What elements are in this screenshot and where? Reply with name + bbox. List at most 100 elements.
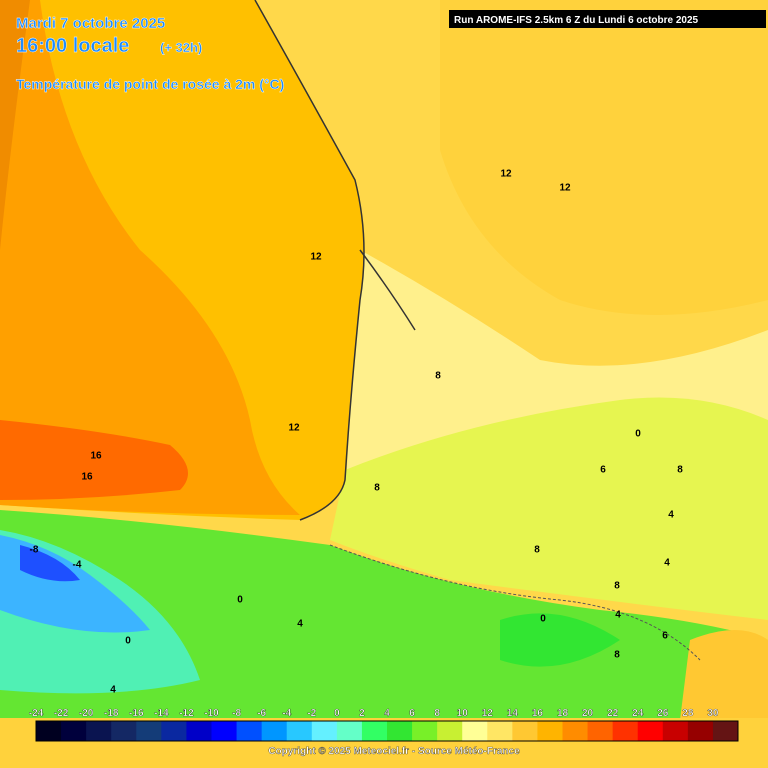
contour-label: 12 bbox=[559, 183, 571, 194]
colorbar-swatch bbox=[612, 721, 639, 741]
colorbar-tick: 2 bbox=[359, 708, 365, 719]
ocean-warm bbox=[0, 0, 300, 515]
colorbar-tick: -14 bbox=[154, 708, 169, 719]
colorbar-tick: -24 bbox=[29, 708, 44, 719]
land-colder bbox=[20, 545, 80, 582]
land-east bbox=[680, 630, 768, 720]
contour-label: 12 bbox=[310, 252, 322, 263]
colorbar-swatch bbox=[361, 721, 388, 741]
colorbar-swatch bbox=[537, 721, 563, 741]
contour-label: 6 bbox=[662, 631, 668, 642]
colorbar-swatch bbox=[211, 721, 238, 741]
colorbar-swatch bbox=[186, 721, 212, 741]
colorbar-swatch bbox=[412, 721, 438, 741]
colorbar-swatch bbox=[286, 721, 313, 741]
colorbar-swatch bbox=[86, 721, 112, 741]
contour-label: -8 bbox=[30, 545, 39, 556]
contour-label: 8 bbox=[677, 465, 683, 476]
copyright: Copyright © 2025 Meteociel.fr - Source M… bbox=[268, 746, 520, 757]
coastline bbox=[254, 0, 365, 521]
colorbar-tick: 8 bbox=[434, 708, 440, 719]
contour-label: 8 bbox=[435, 371, 441, 382]
colorbar-tick: -10 bbox=[204, 708, 219, 719]
colorbar-swatch bbox=[336, 721, 363, 741]
colorbar-swatch bbox=[311, 721, 338, 741]
colorbar-tick: 24 bbox=[632, 708, 644, 719]
colorbar-tick: 22 bbox=[607, 708, 619, 719]
colorbar-tick: -2 bbox=[307, 708, 316, 719]
estuary bbox=[359, 249, 416, 331]
colorbar-tick: -12 bbox=[179, 708, 194, 719]
colorbar-tick: 14 bbox=[507, 708, 519, 719]
colorbar-swatch bbox=[437, 721, 463, 741]
colorbar-swatch bbox=[261, 721, 288, 741]
contour-label: 4 bbox=[668, 510, 674, 521]
run-box bbox=[449, 10, 766, 28]
colorbar-swatch bbox=[236, 721, 263, 741]
colorbar-tick: 0 bbox=[334, 708, 340, 719]
colorbar-swatch bbox=[61, 721, 87, 741]
time: 16:00 locale bbox=[16, 35, 129, 57]
colorbar-tick: -22 bbox=[54, 708, 69, 719]
colorbar-tick: 10 bbox=[457, 708, 469, 719]
contour-label: 0 bbox=[125, 636, 131, 647]
colorbar-tick: 20 bbox=[582, 708, 594, 719]
colorbar-swatch bbox=[587, 721, 614, 741]
colorbar: -24 -22 -20 -18 -16 -14 -12 -10 -8 -6 -4 -2 0 2 4 6 8 10 1… bbox=[0, 708, 768, 768]
border bbox=[329, 544, 701, 661]
colorbar-tick: -8 bbox=[232, 708, 241, 719]
colorbar-swatch bbox=[712, 721, 739, 741]
colorbar-tick: 4 bbox=[384, 708, 390, 719]
contour-label: 0 bbox=[237, 595, 243, 606]
colorbar-tick: 6 bbox=[409, 708, 415, 719]
contour-label: 8 bbox=[614, 581, 620, 592]
contour-label: 12 bbox=[500, 169, 512, 180]
colorbar-frame bbox=[35, 720, 739, 742]
colorbar-swatch bbox=[637, 721, 664, 741]
colorbar-tick: -20 bbox=[79, 708, 94, 719]
colorbar-tick: -18 bbox=[104, 708, 119, 719]
land-patch bbox=[500, 613, 620, 667]
contour-label: 4 bbox=[615, 610, 621, 621]
contour-label: 16 bbox=[90, 451, 102, 462]
variable: Température de point de rosée à 2m (°C) bbox=[16, 76, 284, 92]
colorbar-swatch bbox=[462, 721, 488, 741]
colorbar-tick: 26 bbox=[657, 708, 669, 719]
colorbar-tick: -4 bbox=[282, 708, 291, 719]
contour-label: 4 bbox=[297, 619, 303, 630]
contour-label: 6 bbox=[600, 465, 606, 476]
colorbar-swatch bbox=[387, 721, 413, 741]
contour-label: -4 bbox=[73, 560, 82, 571]
colorbar-swatch bbox=[111, 721, 137, 741]
contour-label: 8 bbox=[374, 483, 380, 494]
colorbar-swatch bbox=[136, 721, 162, 741]
contour-label: 4 bbox=[110, 685, 116, 696]
colorbar-swatch bbox=[161, 721, 187, 741]
colorbar-tick: -16 bbox=[129, 708, 144, 719]
date: Mardi 7 octobre 2025 bbox=[16, 15, 165, 32]
contour-label: 0 bbox=[540, 614, 546, 625]
colorbar-swatch bbox=[687, 721, 714, 741]
lead: (+ 32h) bbox=[160, 40, 202, 55]
colorbar-tick: -6 bbox=[257, 708, 266, 719]
colorbar-swatch bbox=[562, 721, 589, 741]
ocean-warmer bbox=[0, 0, 30, 250]
contour-label: 8 bbox=[614, 650, 620, 661]
colorbar-tick: 28 bbox=[682, 708, 694, 719]
colorbar-swatch bbox=[662, 721, 689, 741]
colorbar-tick: 16 bbox=[532, 708, 544, 719]
colorbar-swatch bbox=[36, 721, 62, 741]
ocean-hot bbox=[0, 420, 188, 500]
contour-label: 8 bbox=[534, 545, 540, 556]
land-north bbox=[440, 0, 768, 315]
contour-labels: 12 12 12 8 12 16 16 8 0 6 8 4 8 4 0 4 0 0 8 4 6 8 -8 -4 4 bbox=[30, 169, 684, 696]
land-yellowgreen bbox=[330, 397, 768, 620]
colorbar-tick: 30 bbox=[707, 708, 719, 719]
colorbar-tick: 18 bbox=[557, 708, 569, 719]
contour-label: 16 bbox=[81, 472, 93, 483]
colorbar-tick: 12 bbox=[482, 708, 494, 719]
colorbar-swatch bbox=[512, 721, 538, 741]
run-info: Run AROME-IFS 2.5km 6 Z du Lundi 6 octob… bbox=[454, 15, 699, 26]
contour-label: 4 bbox=[664, 558, 670, 569]
